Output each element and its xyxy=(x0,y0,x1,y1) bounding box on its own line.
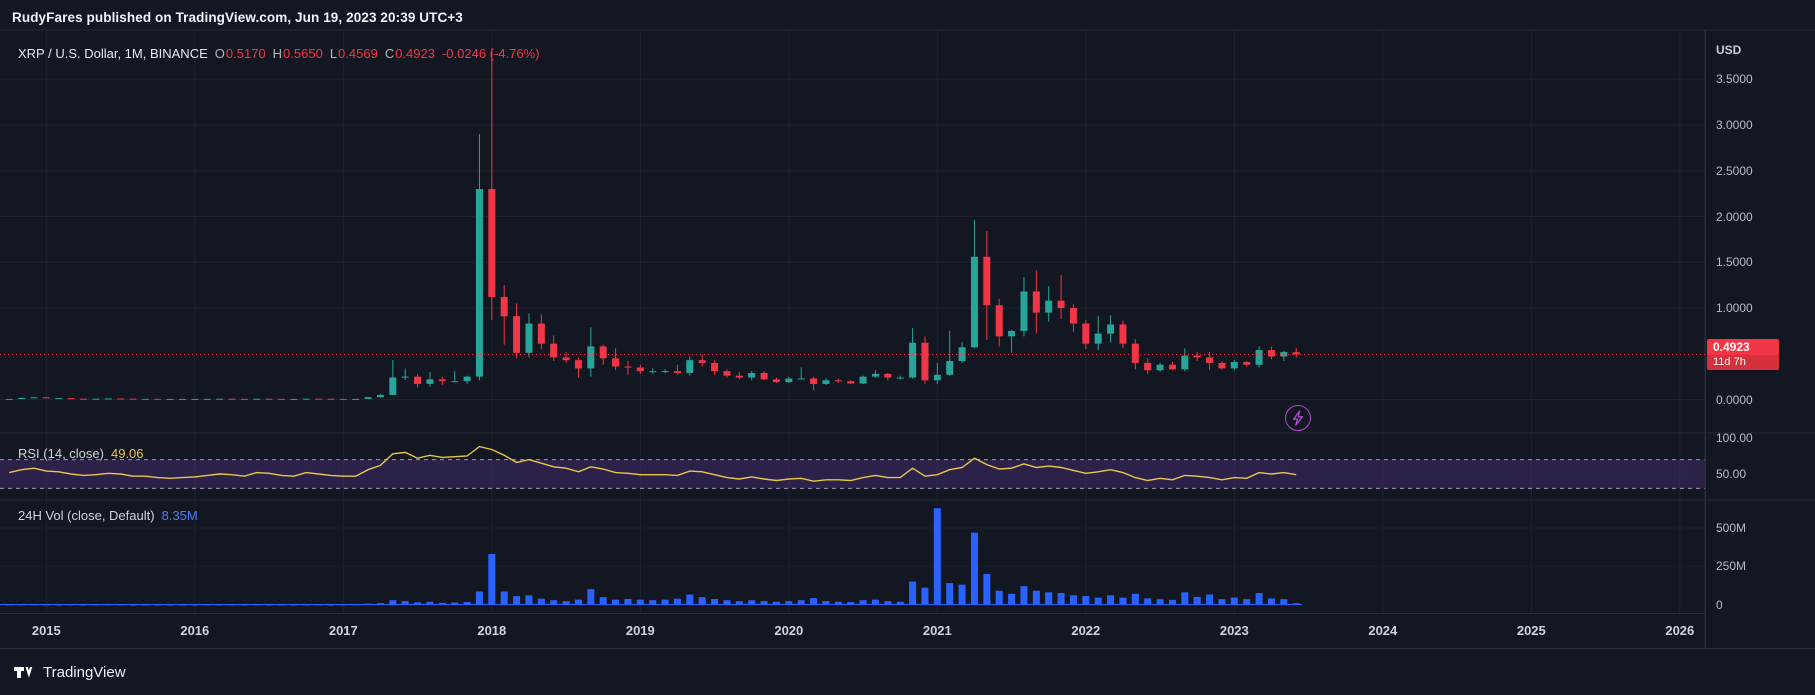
price-tick-label: 0.0000 xyxy=(1716,392,1753,407)
price-tick-label: 2.0000 xyxy=(1716,209,1753,224)
symbol-title: XRP / U.S. Dollar, 1M, BINANCE xyxy=(18,46,208,61)
last-price-value: 0.4923 xyxy=(1707,339,1779,355)
volume-label: 24H Vol (close, Default) xyxy=(18,508,155,523)
ohlc-open: O 0.5170 xyxy=(214,46,266,61)
rsi-tick-label: 50.00 xyxy=(1716,467,1747,481)
bar-countdown: 11d 7h xyxy=(1707,355,1779,370)
lightning-bolt-glyph xyxy=(1292,410,1304,426)
change-value: -0.0246 (-4.76%) xyxy=(441,46,540,61)
tradingview-logo[interactable] xyxy=(14,664,35,681)
rsi-tick-label: 100.00 xyxy=(1716,431,1753,445)
time-axis-label: 2018 xyxy=(477,623,507,638)
symbol-legend[interactable]: XRP / U.S. Dollar, 1M, BINANCE O 0.5170 H… xyxy=(18,46,540,61)
price-tick-label: 1.5000 xyxy=(1716,255,1753,270)
footer-brand[interactable]: TradingView xyxy=(43,663,126,681)
time-axis-label: 2015 xyxy=(31,623,61,638)
time-axis-label: 2025 xyxy=(1516,623,1546,638)
volume-legend[interactable]: 24H Vol (close, Default) 8.35M xyxy=(18,508,198,523)
rsi-legend[interactable]: RSI (14, close) 49.06 xyxy=(18,446,144,461)
price-axis-unit: USD xyxy=(1716,43,1742,57)
price-tick-label: 3.5000 xyxy=(1716,72,1753,87)
volume-tick-label: 250M xyxy=(1716,559,1747,574)
ohlc-high: H 0.5650 xyxy=(272,46,323,61)
time-axis-label: 2019 xyxy=(625,623,655,638)
price-axis[interactable]: USD 0.4923 11d 7h 3.5000 3.0000 2.5000 2.00… xyxy=(1705,30,1815,648)
time-axis-label: 2026 xyxy=(1665,623,1695,638)
time-axis-label: 2017 xyxy=(328,623,358,638)
time-axis-label: 2023 xyxy=(1219,623,1249,638)
footer: TradingView xyxy=(0,648,1815,695)
time-axis-label: 2024 xyxy=(1368,623,1398,638)
ohlc-low: L 0.4569 xyxy=(329,46,378,61)
last-price-badge: 0.4923 11d 7h xyxy=(1707,339,1779,370)
price-tick-label: 3.0000 xyxy=(1716,118,1753,132)
time-axis[interactable]: 2015 2016 2017 2018 2019 2020 2021 2022 2023 2024… xyxy=(0,613,1705,649)
time-axis-label: 2022 xyxy=(1071,623,1101,638)
volume-tick-label: 0 xyxy=(1716,597,1723,612)
rsi-value: 49.06 xyxy=(110,446,144,461)
time-axis-label: 2021 xyxy=(922,623,952,638)
time-axis-label: 2016 xyxy=(180,623,210,638)
ohlc-close: C 0.4923 xyxy=(384,46,435,61)
volume-value: 8.35M xyxy=(161,508,198,523)
time-axis-label: 2020 xyxy=(774,623,804,638)
rsi-label: RSI (14, close) xyxy=(18,446,104,461)
publish-line: RudyFares published on TradingView.com, … xyxy=(12,10,463,25)
volume-tick-label: 500M xyxy=(1716,521,1747,536)
price-tick-label: 1.0000 xyxy=(1716,301,1753,315)
lightning-icon[interactable] xyxy=(1285,405,1311,431)
price-tick-label: 2.5000 xyxy=(1716,163,1753,178)
